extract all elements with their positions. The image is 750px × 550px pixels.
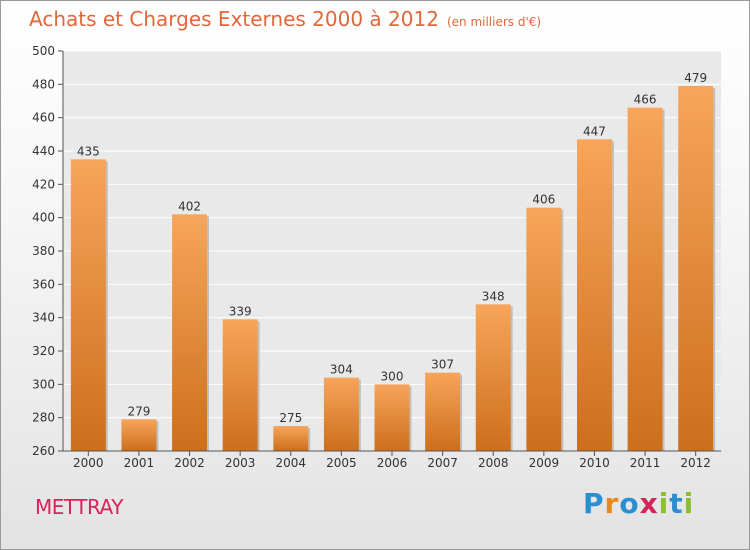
value-label-2003: 339 bbox=[229, 304, 252, 318]
y-tick-label: 340 bbox=[32, 311, 55, 325]
value-label-2004: 275 bbox=[279, 411, 302, 425]
x-tick-label-2005: 2005 bbox=[326, 456, 357, 470]
logo-letter: x bbox=[639, 487, 659, 520]
x-tick-label-2006: 2006 bbox=[377, 456, 408, 470]
chart-title: Achats et Charges Externes 2000 à 2012 (e… bbox=[29, 7, 541, 31]
bar-2003 bbox=[222, 319, 258, 451]
bar-2000 bbox=[70, 159, 106, 452]
value-label-2009: 406 bbox=[532, 193, 555, 207]
bar-2012 bbox=[678, 86, 714, 451]
bar-2007 bbox=[425, 372, 461, 451]
y-tick-label: 460 bbox=[32, 111, 55, 125]
bar-2006 bbox=[374, 384, 410, 451]
value-label-2007: 307 bbox=[431, 358, 454, 372]
bar-2001 bbox=[121, 419, 157, 451]
x-tick-label-2008: 2008 bbox=[478, 456, 509, 470]
logo-letter: r bbox=[604, 487, 620, 520]
value-label-2008: 348 bbox=[482, 289, 505, 303]
chart-unit: (en milliers d'€) bbox=[446, 15, 542, 29]
bar-2008 bbox=[475, 304, 511, 451]
x-tick-label-2003: 2003 bbox=[225, 456, 256, 470]
y-tick-label: 420 bbox=[32, 177, 55, 191]
y-tick-label: 400 bbox=[32, 211, 55, 225]
logo-letter: i bbox=[683, 487, 695, 520]
x-tick-label-2009: 2009 bbox=[529, 456, 560, 470]
y-tick-label: 380 bbox=[32, 244, 55, 258]
value-label-2002: 402 bbox=[178, 199, 201, 213]
x-tick-label-2010: 2010 bbox=[579, 456, 610, 470]
x-tick-label-2012: 2012 bbox=[680, 456, 711, 470]
x-tick-label-2001: 2001 bbox=[124, 456, 155, 470]
value-label-2000: 435 bbox=[77, 144, 100, 158]
bar-2005 bbox=[323, 377, 359, 451]
value-label-2011: 466 bbox=[634, 93, 657, 107]
bar-2010 bbox=[576, 139, 612, 452]
bar-2009 bbox=[526, 207, 562, 451]
bar-2011 bbox=[627, 107, 663, 452]
proxiti-logo: Proxiti bbox=[583, 487, 694, 520]
y-tick-label: 320 bbox=[32, 344, 55, 358]
logo-letter: t bbox=[669, 487, 684, 520]
logo-letter: P bbox=[583, 487, 605, 520]
y-tick-label: 300 bbox=[32, 377, 55, 391]
value-label-2012: 479 bbox=[684, 71, 707, 85]
y-tick-label: 440 bbox=[32, 144, 55, 158]
x-tick-label-2002: 2002 bbox=[174, 456, 205, 470]
y-tick-label: 500 bbox=[32, 44, 55, 58]
value-label-2010: 447 bbox=[583, 124, 606, 138]
value-label-2005: 304 bbox=[330, 363, 353, 377]
chart-title-text: Achats et Charges Externes 2000 à 2012 bbox=[29, 7, 439, 31]
bar-2004 bbox=[273, 426, 309, 451]
x-tick-label-2000: 2000 bbox=[73, 456, 104, 470]
logo-letter: i bbox=[658, 487, 670, 520]
value-label-2001: 279 bbox=[127, 404, 150, 418]
y-tick-label: 480 bbox=[32, 77, 55, 91]
y-tick-label: 280 bbox=[32, 411, 55, 425]
x-tick-label-2007: 2007 bbox=[427, 456, 458, 470]
logo-letter: o bbox=[619, 487, 640, 520]
y-tick-label: 260 bbox=[32, 444, 55, 458]
y-tick-label: 360 bbox=[32, 277, 55, 291]
bar-2002 bbox=[172, 214, 208, 451]
x-tick-label-2011: 2011 bbox=[630, 456, 661, 470]
x-tick-label-2004: 2004 bbox=[275, 456, 306, 470]
value-label-2006: 300 bbox=[381, 369, 404, 383]
city-name: METTRAY bbox=[35, 495, 123, 519]
